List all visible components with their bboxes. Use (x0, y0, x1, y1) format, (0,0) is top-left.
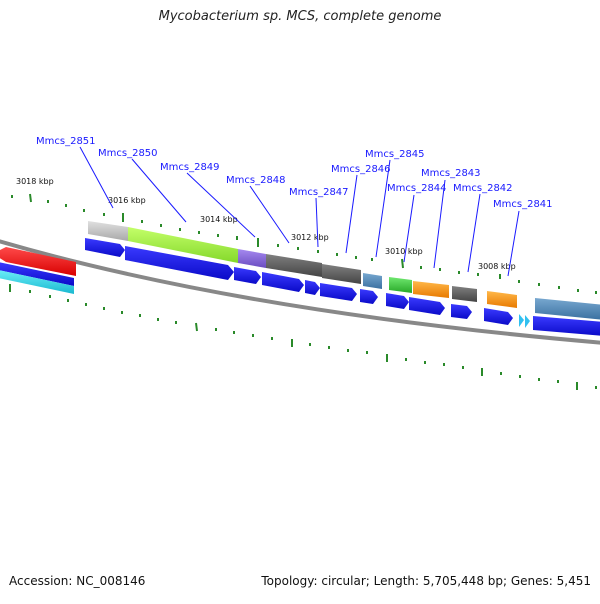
ruler-label: 3010 kbp (385, 247, 423, 256)
gene-label[interactable]: Mmcs_2844 (387, 183, 447, 194)
feature-bar-purple[interactable] (238, 249, 266, 268)
gene-arrow[interactable] (85, 238, 125, 257)
left-edge-features (0, 247, 76, 294)
gene-arrow-small[interactable] (519, 314, 524, 327)
gene-label[interactable]: Mmcs_2846 (331, 164, 391, 175)
feature-bar-steel[interactable] (535, 298, 600, 320)
gene-arrow-small[interactable] (525, 315, 530, 328)
gene-arrow[interactable] (125, 246, 234, 280)
ruler-label: 3018 kbp (16, 177, 54, 186)
gene-track (85, 238, 600, 336)
feature-track (88, 221, 600, 320)
gene-label[interactable]: Mmcs_2841 (493, 199, 553, 210)
ruler-label: 3012 kbp (291, 233, 329, 242)
feature-bar-dark-gray[interactable] (266, 254, 322, 277)
ruler-label: 3014 kbp (200, 215, 238, 224)
gene-arrow[interactable] (451, 304, 472, 319)
ruler-labels: 3018 kbp 3016 kbp 3014 kbp 3012 kbp 3010… (16, 177, 516, 271)
gene-label[interactable]: Mmcs_2843 (421, 168, 481, 179)
gene-labels: Mmcs_2851 Mmcs_2850 Mmcs_2849 Mmcs_2848 … (36, 136, 553, 210)
gene-arrow[interactable] (360, 289, 378, 304)
inner-tick-ring (9, 284, 597, 390)
feature-bar-orange[interactable] (487, 291, 517, 308)
gene-arrow[interactable] (533, 316, 600, 336)
backbone-arc (0, 239, 600, 345)
feature-bar-blue[interactable] (0, 262, 74, 286)
feature-bar-green[interactable] (389, 277, 412, 293)
gene-label[interactable]: Mmcs_2847 (289, 187, 349, 198)
gene-arrow-reverse-red[interactable] (0, 247, 76, 276)
feature-bar-dark-gray[interactable] (452, 286, 477, 302)
feature-bar-light-gray[interactable] (88, 221, 128, 241)
gene-arrow[interactable] (262, 272, 304, 292)
gene-label[interactable]: Mmcs_2842 (453, 183, 513, 194)
outer-tick-ring (11, 193, 597, 294)
accession-text: Accession: NC_008146 (9, 574, 146, 588)
genome-summary: Topology: circular; Length: 5,705,448 bp… (261, 574, 591, 588)
gene-label[interactable]: Mmcs_2851 (36, 136, 96, 147)
gene-arrow[interactable] (484, 308, 513, 325)
gene-arrow[interactable] (409, 297, 445, 315)
gene-label[interactable]: Mmcs_2849 (160, 162, 220, 173)
gene-arrow[interactable] (386, 293, 409, 309)
map-title: Mycobacterium sp. MCS, complete genome (158, 9, 442, 24)
ruler-label: 3008 kbp (478, 262, 516, 271)
feature-bar-lime[interactable] (128, 227, 238, 263)
label-leader-lines (79, 146, 520, 277)
gene-arrow[interactable] (320, 283, 357, 301)
feature-bar-steel[interactable] (363, 273, 382, 289)
gene-arrow[interactable] (234, 267, 261, 284)
feature-bar-orange[interactable] (413, 281, 449, 298)
gene-label[interactable]: Mmcs_2850 (98, 148, 158, 159)
feature-bar-cyan[interactable] (0, 270, 74, 294)
ruler-label: 3016 kbp (108, 196, 146, 205)
gene-label[interactable]: Mmcs_2848 (226, 175, 286, 186)
feature-bar-dark-gray[interactable] (322, 264, 361, 284)
gene-arrow[interactable] (305, 280, 320, 295)
gene-label[interactable]: Mmcs_2845 (365, 149, 425, 160)
